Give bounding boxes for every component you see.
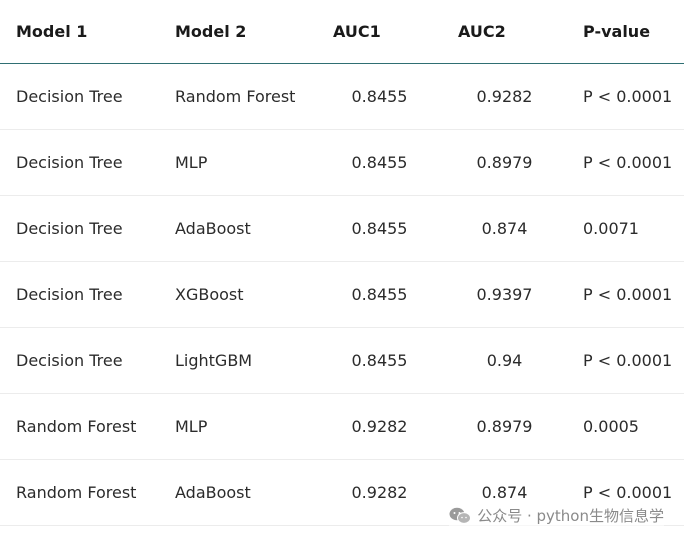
header-auc1: AUC1 (317, 0, 442, 64)
cell-model-1: Random Forest (0, 393, 159, 460)
cell-p-value: P < 0.0001 (567, 261, 684, 328)
cell-model-2: XGBoost (159, 261, 317, 328)
cell-model-1: Decision Tree (0, 327, 159, 394)
cell-model-2: MLP (159, 393, 317, 460)
table-row: Random Forest AdaBoost 0.9282 0.874 P < … (0, 459, 684, 526)
table-row: Decision Tree LightGBM 0.8455 0.94 P < 0… (0, 327, 684, 394)
cell-auc1: 0.8455 (317, 129, 442, 196)
watermark: 公众号 · python生物信息学 (449, 505, 664, 526)
cell-p-value: P < 0.0001 (567, 327, 684, 394)
cell-model-1: Decision Tree (0, 195, 159, 262)
cell-model-1: Random Forest (0, 459, 159, 526)
wechat-icon (449, 507, 472, 525)
cell-auc1: 0.8455 (317, 261, 442, 328)
header-model-1: Model 1 (0, 0, 159, 64)
cell-auc2: 0.9397 (442, 261, 567, 328)
table-row: Decision Tree XGBoost 0.8455 0.9397 P < … (0, 261, 684, 328)
table-body: Decision Tree Random Forest 0.8455 0.928… (0, 63, 684, 526)
cell-p-value: P < 0.0001 (567, 129, 684, 196)
cell-model-2: MLP (159, 129, 317, 196)
table-header: Model 1 Model 2 AUC1 AUC2 P-value (0, 0, 684, 64)
cell-p-value: P < 0.0001 (567, 63, 684, 130)
header-row: Model 1 Model 2 AUC1 AUC2 P-value (0, 0, 684, 64)
cell-model-2: AdaBoost (159, 459, 317, 526)
header-p-value: P-value (567, 0, 684, 64)
cell-auc1: 0.9282 (317, 459, 442, 526)
cell-model-1: Decision Tree (0, 261, 159, 328)
cell-auc2: 0.874 (442, 195, 567, 262)
header-auc2: AUC2 (442, 0, 567, 64)
cell-auc2: 0.8979 (442, 129, 567, 196)
header-model-2: Model 2 (159, 0, 317, 64)
cell-model-1: Decision Tree (0, 129, 159, 196)
cell-auc1: 0.8455 (317, 195, 442, 262)
cell-auc1: 0.9282 (317, 393, 442, 460)
cell-auc2: 0.8979 (442, 393, 567, 460)
table-row: Decision Tree Random Forest 0.8455 0.928… (0, 63, 684, 130)
cell-model-2: Random Forest (159, 63, 317, 130)
cell-auc2: 0.94 (442, 327, 567, 394)
watermark-text: 公众号 · python生物信息学 (477, 507, 664, 525)
table-row: Decision Tree MLP 0.8455 0.8979 P < 0.00… (0, 129, 684, 196)
cell-p-value: 0.0005 (567, 393, 684, 460)
cell-p-value: 0.0071 (567, 195, 684, 262)
model-comparison-table: Model 1 Model 2 AUC1 AUC2 P-value Decisi… (0, 0, 684, 526)
cell-auc2: 0.9282 (442, 63, 567, 130)
table-row: Decision Tree AdaBoost 0.8455 0.874 0.00… (0, 195, 684, 262)
cell-model-2: AdaBoost (159, 195, 317, 262)
table-row: Random Forest MLP 0.9282 0.8979 0.0005 (0, 393, 684, 460)
cell-auc1: 0.8455 (317, 327, 442, 394)
cell-auc1: 0.8455 (317, 63, 442, 130)
cell-model-1: Decision Tree (0, 63, 159, 130)
cell-model-2: LightGBM (159, 327, 317, 394)
